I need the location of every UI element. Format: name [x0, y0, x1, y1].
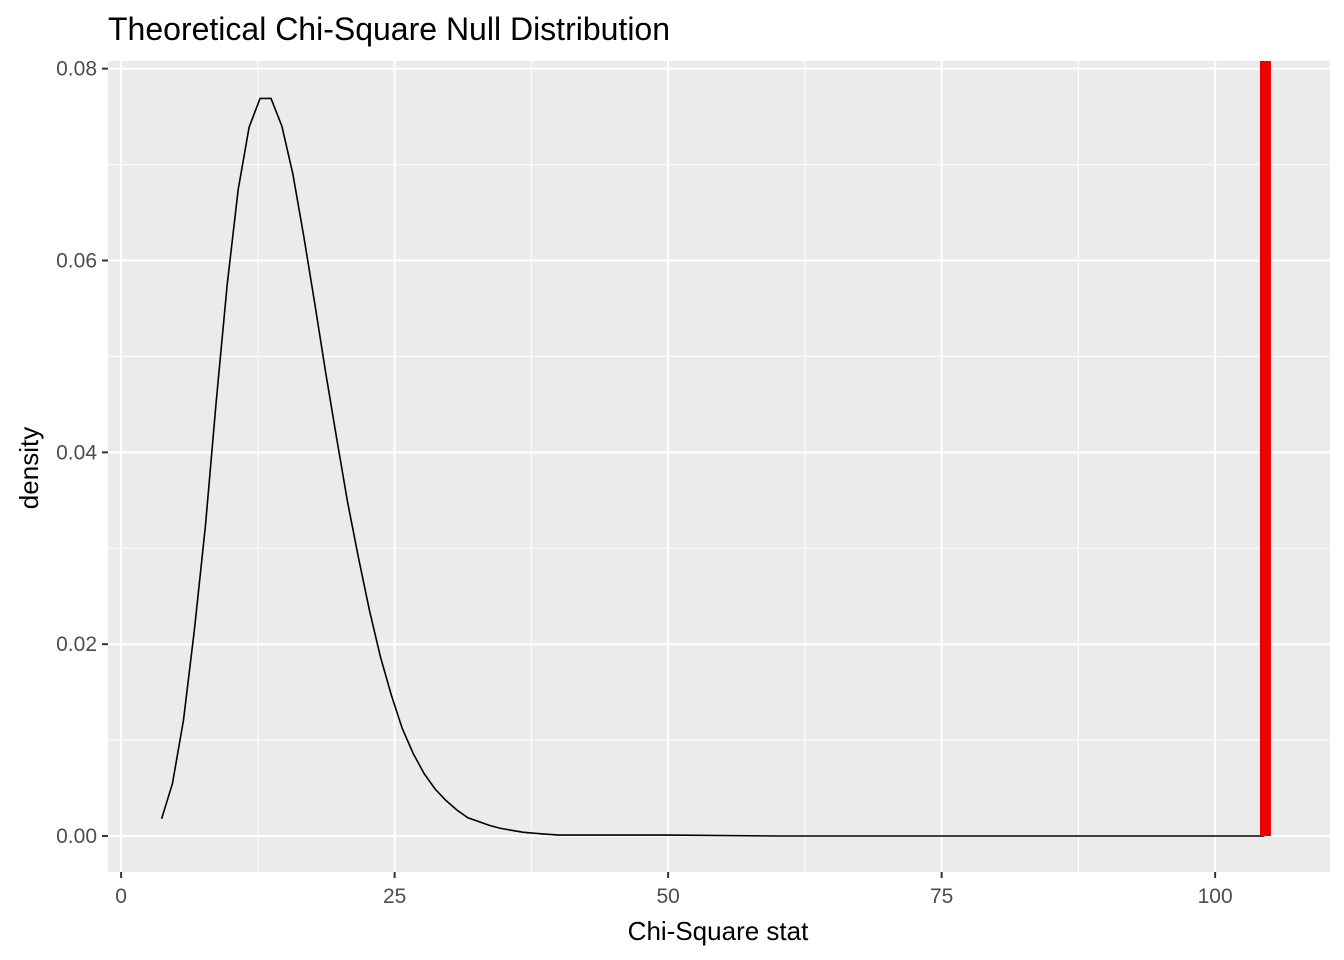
- x-axis: 0 25 50 75 100: [115, 872, 1233, 908]
- x-tick-label: 50: [656, 885, 679, 908]
- y-axis-title: density: [14, 427, 44, 509]
- y-tick-label: 0.04: [56, 441, 97, 464]
- chart-title: Theoretical Chi-Square Null Distribution: [108, 11, 670, 47]
- y-tick-label: 0.08: [56, 58, 97, 81]
- y-tick-label: 0.06: [56, 250, 97, 273]
- density-curve: [160, 97, 1265, 837]
- y-tick-label: 0.02: [56, 633, 97, 656]
- x-axis-title: Chi-Square stat: [628, 916, 809, 946]
- x-tick-label: 75: [930, 885, 953, 908]
- y-tick-label: 0.00: [56, 825, 97, 848]
- plot-panel: [108, 61, 1330, 872]
- x-tick-label: 100: [1198, 885, 1233, 908]
- y-axis: 0.00 0.02 0.04 0.06 0.08: [56, 58, 108, 848]
- x-tick-label: 25: [383, 885, 406, 908]
- x-tick-label: 0: [115, 885, 127, 908]
- minor-gridlines: [108, 61, 1330, 872]
